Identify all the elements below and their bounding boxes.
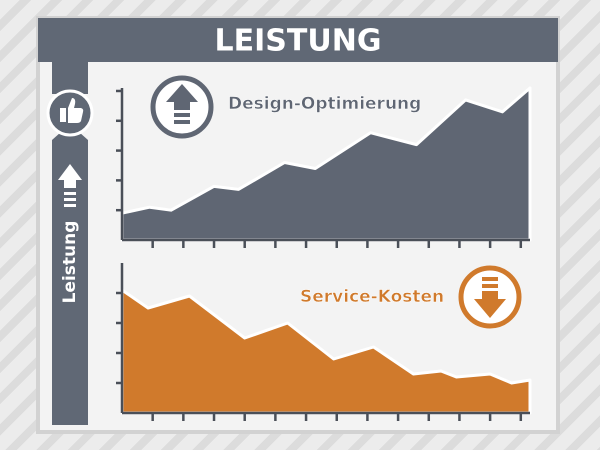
area xyxy=(120,86,532,242)
series-label: Design-Optimierung xyxy=(228,94,421,114)
icon-bar xyxy=(174,113,190,117)
side-label: Leistung xyxy=(60,221,80,304)
title: LEISTUNG xyxy=(215,24,382,59)
area xyxy=(120,288,532,415)
icon-bar xyxy=(482,284,498,288)
series-label: Service-Kosten xyxy=(300,287,444,307)
icon-bar xyxy=(174,120,190,124)
up-icon xyxy=(150,75,214,139)
down-icon xyxy=(458,265,522,329)
side-arrow xyxy=(58,164,82,188)
side-bar xyxy=(52,124,88,425)
side-arrow-bar xyxy=(64,192,76,195)
title-bar xyxy=(38,18,558,62)
icon-arrow xyxy=(166,84,198,110)
side-bar-top xyxy=(52,62,88,94)
side-arrow-bar xyxy=(64,198,76,201)
icon-bar xyxy=(482,277,498,281)
icon-arrow xyxy=(474,291,506,318)
side-arrow-bar xyxy=(64,204,76,207)
thumb xyxy=(60,98,84,123)
